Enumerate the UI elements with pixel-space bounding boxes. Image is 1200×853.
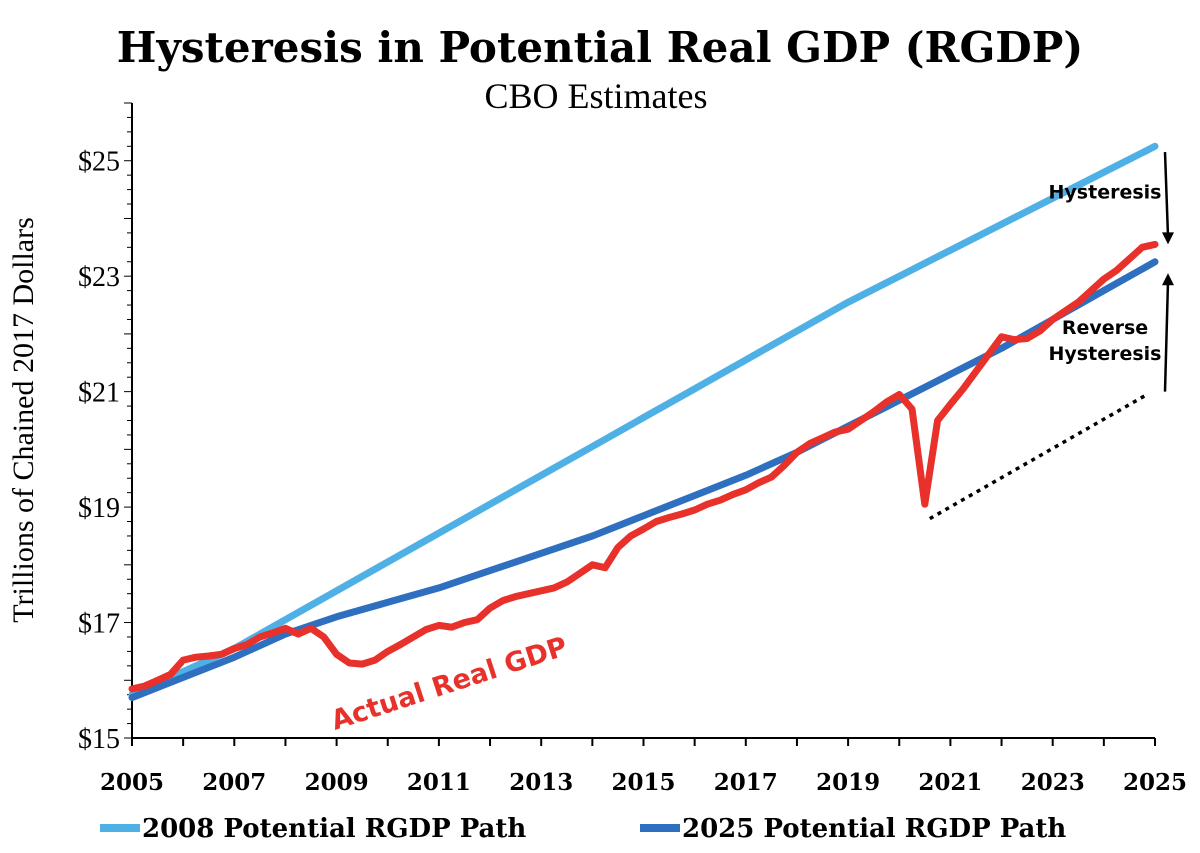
- hysteresis-arrow-head: [1162, 232, 1174, 245]
- dotted-trend-line: [928, 393, 1148, 521]
- x-tick-label: 2015: [611, 769, 675, 796]
- line-2008-potential: [128, 142, 1159, 699]
- line-actual-gdp: [128, 240, 1159, 693]
- x-tick-label: 2025: [1123, 769, 1187, 796]
- x-tick-label: 2019: [816, 769, 880, 796]
- y-tick-label: $19: [78, 493, 120, 524]
- y-tick-label: $23: [78, 262, 120, 293]
- legend-label-2008-potential: 2008 Potential RGDP Path: [142, 814, 526, 844]
- y-tick-label: $21: [78, 378, 120, 409]
- reverse-hysteresis-arrow-head: [1162, 273, 1174, 286]
- actual-series-label: Actual Real GDP: [327, 631, 571, 737]
- reverse-hysteresis-arrow-shaft: [1163, 281, 1170, 392]
- series-lines: [128, 142, 1159, 702]
- legend: 2008 Potential RGDP Path 2025 Potential …: [100, 814, 1066, 844]
- x-tick-label: 2009: [305, 769, 369, 796]
- x-tick-label: 2021: [918, 769, 982, 796]
- annotation-reverse-hysteresis: Hysteresis: [1049, 343, 1162, 365]
- x-tick-label: 2013: [509, 769, 573, 796]
- x-tick-label: 2005: [100, 769, 164, 796]
- y-tick-label: $15: [78, 724, 120, 755]
- y-axis-label: Trillions of Chained 2017 Dollars: [7, 217, 40, 623]
- axes: [124, 102, 1156, 746]
- y-tick-label: $25: [78, 147, 120, 178]
- x-tick-label: 2007: [202, 769, 266, 796]
- annotation-hysteresis: Hysteresis: [1049, 181, 1162, 203]
- legend-label-2025-potential: 2025 Potential RGDP Path: [682, 814, 1066, 844]
- line-2025-potential: [128, 258, 1159, 702]
- y-tick-labels: $15 $17 $19 $21 $23 $25: [78, 147, 120, 755]
- chart-subtitle: CBO Estimates: [485, 76, 708, 116]
- annotation-reverse: Reverse: [1062, 317, 1148, 339]
- x-tick-label: 2011: [407, 769, 471, 796]
- chart-title: Hysteresis in Potential Real GDP (RGDP): [117, 23, 1083, 72]
- hysteresis-arrow-shaft: [1163, 152, 1170, 237]
- x-tick-label: 2017: [714, 769, 778, 796]
- annotations: Hysteresis Reverse Hysteresis: [928, 152, 1174, 521]
- x-tick-label: 2023: [1021, 769, 1085, 796]
- y-tick-label: $17: [78, 609, 120, 640]
- x-tick-labels: 2005 2007 2009 2011 2013 2015 2017 2019 2021 2023…: [100, 769, 1187, 796]
